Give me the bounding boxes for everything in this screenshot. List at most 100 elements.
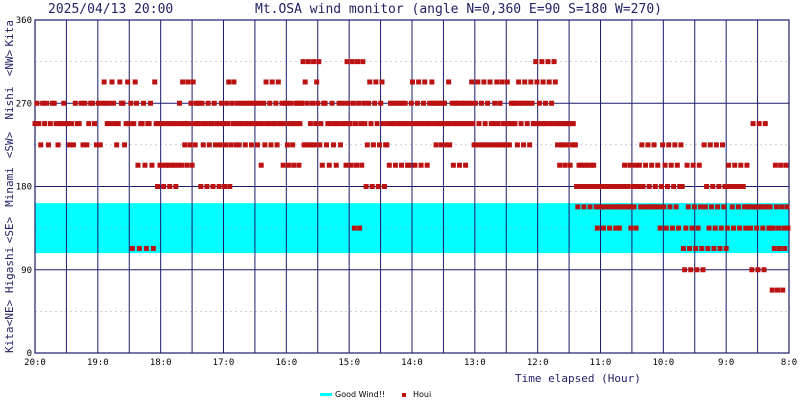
houi-point	[294, 121, 300, 127]
legend-label-houi: Houi	[413, 390, 431, 399]
houi-point	[36, 121, 42, 127]
houi-point	[478, 100, 484, 106]
houi-point	[491, 121, 497, 127]
houi-point	[785, 225, 791, 231]
houi-point	[150, 245, 156, 251]
houi-point	[528, 79, 534, 85]
houi-point	[651, 142, 657, 148]
houi-point	[120, 100, 126, 106]
houi-point	[416, 79, 422, 85]
houi-point	[680, 245, 686, 251]
houi-point	[179, 162, 185, 168]
houi-point	[752, 204, 758, 210]
houi-point	[225, 121, 231, 127]
houi-point	[555, 142, 561, 148]
houi-point	[408, 100, 414, 106]
y-tick-label: 270	[16, 99, 32, 109]
houi-point	[652, 184, 658, 189]
houi-point	[506, 142, 512, 148]
houi-point	[336, 100, 342, 106]
houi-point	[200, 142, 206, 148]
houi-point	[663, 225, 669, 231]
houi-point	[295, 100, 301, 106]
houi-point	[289, 121, 295, 127]
houi-point	[771, 245, 777, 251]
houi-point	[278, 121, 284, 127]
houi-point	[353, 162, 359, 168]
houi-point	[392, 162, 398, 168]
houi-point	[494, 79, 500, 85]
houi-point	[767, 204, 773, 210]
houi-point	[446, 79, 452, 85]
houi-point	[578, 162, 584, 168]
x-tick-label: 14:0	[401, 358, 423, 368]
houi-point	[707, 142, 713, 148]
houi-point	[246, 121, 252, 127]
houi-point	[316, 59, 322, 65]
houi-point	[434, 121, 440, 127]
houi-point	[449, 100, 455, 106]
x-axis-label: Time elapsed (Hour)	[515, 372, 641, 385]
houi-point	[492, 100, 498, 106]
houi-point	[718, 225, 724, 231]
houi-point	[139, 121, 145, 127]
y-axis-label-segment: Higashi	[3, 247, 16, 293]
houi-point	[615, 204, 621, 210]
houi-point	[329, 100, 335, 106]
houi-point	[232, 121, 238, 127]
houi-point	[186, 121, 192, 127]
houi-point	[284, 142, 290, 148]
houi-point	[621, 204, 627, 210]
houi-point	[90, 100, 96, 106]
y-axis-label-segment: <NE>	[3, 299, 16, 326]
x-tick-label: 19:0	[87, 358, 109, 368]
houi-point	[122, 142, 128, 148]
houi-point	[782, 245, 788, 251]
houi-point	[357, 225, 363, 231]
houi-point	[512, 121, 518, 127]
houi-point	[55, 142, 61, 148]
houi-point	[356, 100, 362, 106]
houi-point	[215, 121, 221, 127]
houi-point	[166, 162, 172, 168]
houi-point	[197, 121, 203, 127]
houi-point	[688, 267, 694, 273]
houi-point	[234, 100, 240, 106]
houi-point	[34, 100, 40, 106]
houi-point	[522, 79, 528, 85]
houi-point	[715, 204, 721, 210]
houi-point	[428, 121, 434, 127]
houi-point	[521, 142, 527, 148]
houi-point	[660, 142, 666, 148]
houi-point	[362, 121, 368, 127]
houi-point	[386, 162, 392, 168]
houi-point	[158, 121, 164, 127]
houi-point	[109, 79, 115, 85]
houi-point	[414, 100, 420, 106]
houi-point	[173, 184, 179, 189]
houi-point	[721, 204, 727, 210]
houi-point	[351, 225, 357, 231]
houi-point	[777, 245, 783, 251]
houi-point	[175, 162, 181, 168]
houi-point	[302, 79, 308, 85]
houi-point	[516, 79, 522, 85]
houi-point	[290, 142, 296, 148]
houi-point	[759, 204, 765, 210]
houi-point	[266, 121, 272, 127]
chart-title: Mt.OSA wind monitor (angle N=0,360 E=90 …	[255, 2, 662, 17]
houi-point	[53, 121, 59, 127]
grid-layer	[34, 19, 790, 354]
houi-point	[749, 267, 755, 273]
houi-point	[525, 100, 531, 106]
houi-point	[455, 100, 461, 106]
houi-point	[285, 162, 291, 168]
houi-point	[604, 184, 610, 189]
houi-point	[131, 121, 137, 127]
houi-point	[51, 100, 57, 106]
houi-point	[333, 162, 339, 168]
houi-point	[300, 59, 306, 65]
x-tick-label: 15:0	[338, 358, 360, 368]
houi-point	[257, 100, 263, 106]
houi-point	[296, 162, 302, 168]
